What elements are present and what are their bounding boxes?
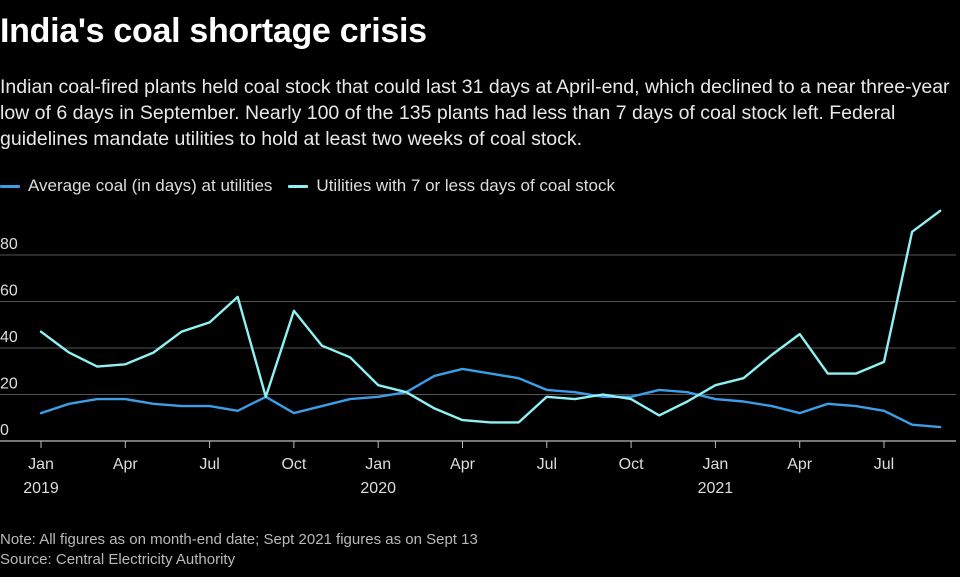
x-tick-label-month: Oct (281, 456, 306, 473)
x-tick-label-year: 2021 (698, 480, 734, 497)
x-tick-label-month: Jan (365, 456, 391, 473)
x-tick-label-month: Apr (450, 456, 476, 473)
y-tick-label: 20 (0, 376, 18, 393)
chart-footer: Note: All figures as on month-end date; … (0, 530, 478, 570)
x-tick-label-month: Jul (199, 456, 219, 473)
y-tick-label: 60 (0, 283, 18, 300)
grid-lines (0, 254, 956, 442)
legend-label-average-coal: Average coal (in days) at utilities (28, 176, 273, 195)
legend-label-utilities-low-stock: Utilities with 7 or less days of coal st… (316, 176, 615, 195)
x-tick-label-month: Jan (703, 456, 729, 473)
y-tick-label: 0 (0, 422, 9, 439)
footer-note: Note: All figures as on month-end date; … (0, 531, 478, 548)
legend-swatch-average-coal (0, 184, 20, 188)
legend-item-utilities-low-stock: Utilities with 7 or less days of coal st… (288, 176, 615, 196)
y-axis-ticks: 0 20 40 60 80 (0, 236, 18, 439)
x-tick-label-month: Jul (874, 456, 894, 473)
series-lines (39, 209, 942, 429)
x-tick-label-month: Apr (113, 456, 139, 473)
legend-swatch-utilities-low-stock (288, 184, 309, 188)
x-tick-label-month: Jan (28, 456, 54, 473)
x-tick-label-month: Oct (619, 456, 644, 473)
y-tick-label: 40 (0, 329, 18, 346)
series-line-average-coal (39, 367, 942, 429)
x-tick-label-month: Jul (537, 456, 557, 473)
x-tick-label-month: Apr (787, 456, 813, 473)
series-line-utilities-low-stock (39, 209, 942, 424)
legend-item-average-coal: Average coal (in days) at utilities (0, 176, 272, 196)
x-axis-ticks: Jan 2019 Apr Jul Oct Jan 2020 Apr Jul Oct Jan 2021 A… (23, 441, 894, 497)
chart-subtitle: Indian coal-fired plants held coal stock… (0, 76, 950, 150)
x-tick-label-year: 2020 (360, 480, 396, 497)
x-tick-label-year: 2019 (23, 480, 59, 497)
chart-legend: Average coal (in days) at utilities Util… (0, 176, 631, 196)
chart-title: India's coal shortage crisis (0, 12, 427, 50)
y-tick-label: 80 (0, 236, 18, 253)
footer-source: Source: Central Electricity Authority (0, 551, 236, 568)
